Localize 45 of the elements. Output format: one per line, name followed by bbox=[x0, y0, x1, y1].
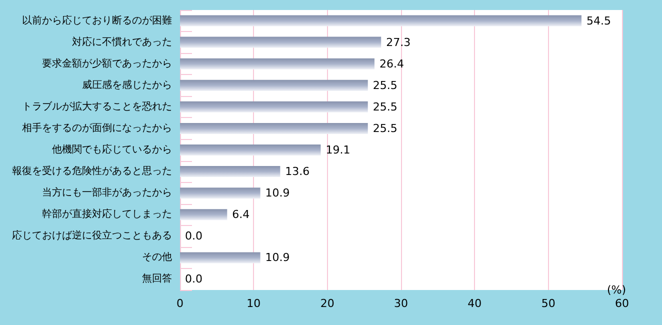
bar bbox=[180, 166, 280, 178]
bar bbox=[180, 188, 260, 199]
data-label: 0.0 bbox=[185, 272, 202, 286]
bar bbox=[180, 144, 321, 156]
x-tick-label: 40 bbox=[468, 297, 482, 310]
bar bbox=[180, 80, 368, 91]
y-tick-label: 応じておけば逆に役立つこともある bbox=[12, 230, 172, 242]
y-tick-label: 当方にも一部非があったから bbox=[42, 186, 172, 199]
x-tick-label: 20 bbox=[320, 297, 334, 310]
data-label: 26.4 bbox=[379, 57, 404, 70]
y-tick-label: 無回答 bbox=[142, 272, 172, 285]
data-label: 10.9 bbox=[265, 251, 290, 264]
data-label: 0.0 bbox=[185, 230, 202, 243]
y-tick-label: 以前から応じており断るのが困難 bbox=[22, 14, 172, 26]
data-label: 27.3 bbox=[386, 36, 411, 49]
y-tick-label: 他機関でも応じているから bbox=[52, 144, 172, 156]
x-tick-label: 30 bbox=[394, 297, 408, 310]
y-tick-label: トラブルが拡大することを恐れた bbox=[22, 100, 172, 112]
x-tick-label: 60 bbox=[615, 297, 629, 310]
y-tick-label: 威圧感を感じたから bbox=[82, 78, 172, 91]
data-label: 13.6 bbox=[285, 165, 310, 178]
data-label: 25.5 bbox=[372, 122, 398, 135]
data-label: 19.1 bbox=[326, 144, 350, 156]
bar bbox=[180, 58, 374, 70]
y-tick-label: 幹部が直接対応してしまった bbox=[42, 208, 172, 220]
bar bbox=[180, 36, 382, 48]
x-axis-title: (%) bbox=[606, 284, 626, 296]
bar bbox=[180, 15, 582, 26]
y-tick-label: 対応に不慣れであった bbox=[72, 36, 172, 48]
x-tick-label: 50 bbox=[541, 297, 556, 310]
bar bbox=[180, 122, 368, 134]
y-tick-label: 相手をするのが面倒になったから bbox=[22, 122, 172, 134]
y-tick-label: 報復を受ける危険性があると思った bbox=[12, 165, 172, 178]
x-tick-label: 0 bbox=[176, 297, 184, 310]
data-label: 25.5 bbox=[372, 100, 398, 114]
data-label: 25.5 bbox=[372, 78, 398, 92]
bar bbox=[180, 101, 368, 112]
x-tick-label: 10 bbox=[246, 297, 261, 310]
y-tick-label: その他 bbox=[142, 251, 172, 264]
y-tick-label: 要求金額が少額であったから bbox=[42, 57, 172, 70]
data-label: 6.4 bbox=[232, 208, 250, 222]
data-label: 54.5 bbox=[586, 14, 611, 28]
data-label: 10.9 bbox=[265, 186, 290, 200]
bar bbox=[180, 252, 260, 264]
bar bbox=[180, 209, 228, 220]
